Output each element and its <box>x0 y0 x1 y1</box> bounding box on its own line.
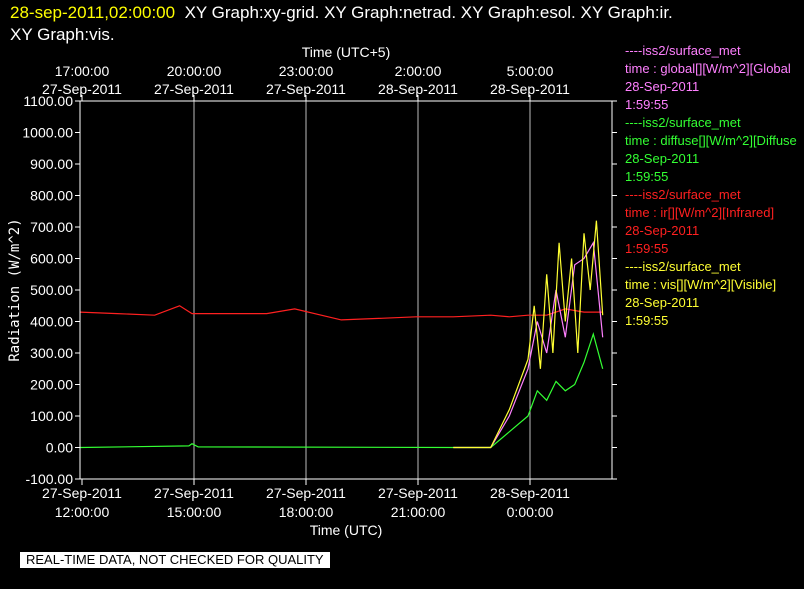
x-tick-time: 12:00:00 <box>55 504 110 520</box>
y-tick-label: 600.00 <box>30 251 73 267</box>
y-axis-label: Radiation (W/m^2) <box>7 218 23 361</box>
x-tick-date: 27-Sep-2011 <box>154 485 234 501</box>
x2-tick-time: 5:00:00 <box>507 63 554 79</box>
legend-ir: ----iss2/surface_met time : ir[][W/m^2][… <box>625 186 804 258</box>
series-global-line <box>453 240 604 449</box>
x-tick-date: 27-Sep-2011 <box>42 485 122 501</box>
y-tick-label: 200.00 <box>30 377 73 393</box>
y-tick-label: 1000.00 <box>22 125 73 141</box>
x2-axis-label: Time (UTC+5) <box>302 44 391 60</box>
series-diffuse-line <box>79 332 604 449</box>
x-ticks: 27-Sep-2011 12:00:00 17:00:00 27-Sep-2011 27… <box>42 63 570 520</box>
y-tick-label: 800.00 <box>30 188 73 204</box>
x-tick-time: 0:00:00 <box>507 504 554 520</box>
y-tick-label: 400.00 <box>30 314 73 330</box>
y-tick-label: 700.00 <box>30 219 73 235</box>
header-graph-titles: XY Graph:xy-grid. XY Graph:netrad. XY Gr… <box>184 3 673 22</box>
legend-diffuse-var: time : diffuse[][W/m^2][Diffuse <box>625 133 797 148</box>
y-tick-label: 300.00 <box>30 345 73 361</box>
x2-tick-date: 28-Sep-2011 <box>490 81 570 97</box>
x2-tick-time: 17:00:00 <box>55 63 110 79</box>
x2-tick-time: 23:00:00 <box>279 63 334 79</box>
x-tick-time: 18:00:00 <box>279 504 334 520</box>
header: 28-sep-2011,02:00:00 XY Graph:xy-grid. X… <box>10 2 800 46</box>
y-tick-label: -100.00 <box>26 471 74 487</box>
grid-lines <box>193 101 531 479</box>
series-ir-line <box>79 305 603 321</box>
x2-tick-date: 27-Sep-2011 <box>266 81 346 97</box>
legend-ir-var: time : ir[][W/m^2][Infrared] <box>625 205 775 220</box>
x2-tick-date: 28-Sep-2011 <box>378 81 458 97</box>
series-vis-line <box>453 220 604 449</box>
y-tick-label: 100.00 <box>30 408 73 424</box>
header-timestamp: 28-sep-2011,02:00:00 <box>10 3 176 22</box>
x-tick-time: 15:00:00 <box>167 504 222 520</box>
legend-diffuse-time: 1:59:55 <box>625 169 669 184</box>
legend-global-var: time : global[][W/m^2][Global <box>625 61 791 76</box>
x-axis-label: Time (UTC) <box>310 522 383 538</box>
x-tick-time: 21:00:00 <box>391 504 446 520</box>
legend-global-source: ----iss2/surface_met <box>625 43 741 58</box>
legend-vis: ----iss2/surface_met time : vis[][W/m^2]… <box>625 258 804 330</box>
y-tick-label: 1100.00 <box>23 93 73 109</box>
legend-global-date: 28-Sep-2011 <box>625 79 700 94</box>
x2-tick-time: 2:00:00 <box>395 63 442 79</box>
header-graph-titles-line2: XY Graph:vis. <box>10 25 115 44</box>
plot-frame <box>79 100 613 480</box>
x2-tick-date: 27-Sep-2011 <box>42 81 122 97</box>
series-lines <box>79 220 604 449</box>
legend-diffuse-date: 28-Sep-2011 <box>625 151 700 166</box>
y-tick-label: 500.00 <box>30 282 73 298</box>
legend-ir-source: ----iss2/surface_met <box>625 187 741 202</box>
legend-diffuse-source: ----iss2/surface_met <box>625 115 741 130</box>
legend-vis-date: 28-Sep-2011 <box>625 295 700 310</box>
y-ticks: 1100.00 1000.00 900.00 800.00 700.00 600.00 50… <box>22 93 617 487</box>
legend-diffuse: ----iss2/surface_met time : diffuse[][W/… <box>625 114 804 186</box>
x-tick-date: 27-Sep-2011 <box>378 485 458 501</box>
legend-global: ----iss2/surface_met time : global[][W/m… <box>625 42 804 114</box>
x-tick-date: 28-Sep-2011 <box>490 485 570 501</box>
legend-ir-date: 28-Sep-2011 <box>625 223 700 238</box>
x2-tick-time: 20:00:00 <box>167 63 222 79</box>
legend-ir-time: 1:59:55 <box>625 241 669 256</box>
legend-vis-source: ----iss2/surface_met <box>625 259 741 274</box>
x-tick-date: 27-Sep-2011 <box>266 485 346 501</box>
quality-disclaimer: REAL-TIME DATA, NOT CHECKED FOR QUALITY <box>20 552 330 568</box>
legend-vis-var: time : vis[][W/m^2][Visible] <box>625 277 777 292</box>
legend-global-time: 1:59:55 <box>625 97 669 112</box>
y-tick-label: 0.00 <box>46 440 73 456</box>
legend-vis-time: 1:59:55 <box>625 313 669 328</box>
x2-tick-date: 27-Sep-2011 <box>154 81 234 97</box>
y-tick-label: 900.00 <box>30 156 73 172</box>
